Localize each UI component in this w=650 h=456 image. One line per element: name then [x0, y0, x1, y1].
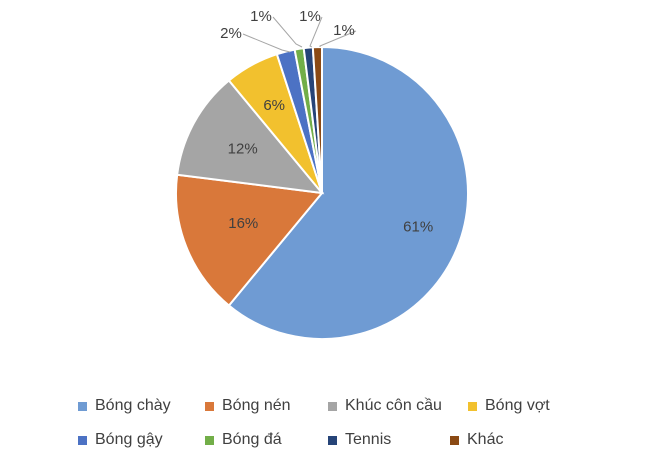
- legend-label: Bóng vợt: [485, 397, 550, 414]
- leader-line-8: [319, 30, 357, 47]
- legend-item-6: Bóng đá: [205, 429, 282, 451]
- legend-swatch: [205, 435, 214, 445]
- leader-line-7: [309, 16, 323, 48]
- legend-label: Tennis: [345, 431, 392, 448]
- legend-label: Bóng nén: [222, 397, 291, 414]
- data-label-3: 12%: [228, 140, 258, 157]
- legend-row-2: Bóng gậy Bóng đá Tennis Khác: [0, 429, 650, 451]
- legend-item-8: Khác: [450, 429, 503, 451]
- data-label-4: 6%: [263, 97, 285, 114]
- legend-swatch: [328, 435, 337, 445]
- legend-label: Bóng đá: [222, 431, 282, 448]
- data-label-7: 1%: [299, 8, 321, 25]
- data-label-2: 16%: [228, 215, 258, 232]
- pie-plot-area: 61% 16% 12% 6% 2% 1% 1% 1%: [175, 8, 469, 340]
- legend-item-5: Bóng gậy: [78, 429, 163, 451]
- legend-item-4: Bóng vợt: [468, 395, 550, 417]
- legend-item-3: Khúc côn cầu: [328, 395, 442, 417]
- data-label-6: 1%: [250, 8, 272, 25]
- legend-label: Khúc côn cầu: [345, 397, 442, 414]
- legend-swatch: [468, 401, 477, 411]
- legend-swatch: [205, 401, 214, 411]
- legend-label: Bóng chày: [95, 397, 171, 414]
- legend-swatch: [78, 401, 87, 411]
- legend-row-1: Bóng chày Bóng nén Khúc côn cầu Bóng vợt: [0, 395, 650, 417]
- legend-label: Khác: [467, 431, 504, 448]
- leader-line-5: [242, 33, 291, 53]
- pie-slice-8: [311, 45, 323, 194]
- legend-swatch: [450, 435, 459, 445]
- legend-swatch: [78, 435, 87, 445]
- legend-item-1: Bóng chày: [78, 395, 171, 417]
- data-label-1: 61%: [403, 219, 433, 236]
- leader-line-6: [272, 16, 303, 48]
- legend-label: Bóng gậy: [95, 431, 163, 448]
- legend-item-2: Bóng nén: [205, 395, 291, 417]
- pie-slice-1: [227, 45, 469, 340]
- pie-slice-2: [175, 173, 324, 307]
- data-label-8: 1%: [333, 22, 355, 39]
- data-label-5: 2%: [220, 25, 242, 42]
- legend-item-7: Tennis: [328, 429, 391, 451]
- pie-slice-3: [176, 79, 325, 195]
- legend-swatch: [328, 401, 337, 411]
